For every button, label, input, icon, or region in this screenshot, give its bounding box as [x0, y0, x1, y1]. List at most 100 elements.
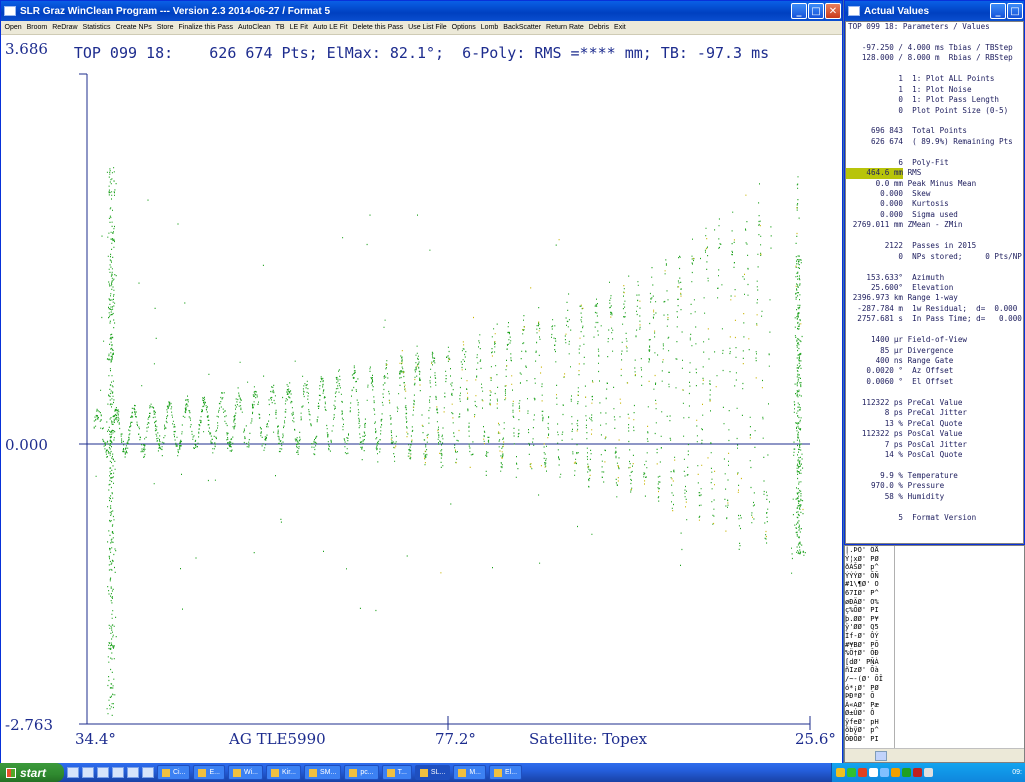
menu-item[interactable]: Finalize this Pass [178, 24, 233, 31]
raw-data-line: ÿ'ØØ' Q5 [845, 623, 879, 632]
menu-bar: Open Broom ReDraw Statistics Create NPs Store… [1, 21, 842, 35]
menu-item[interactable]: Create NPs [115, 24, 152, 31]
menu-item[interactable]: AutoClean [237, 24, 271, 31]
taskbar-button[interactable]: SM... [303, 765, 342, 780]
maximize-icon[interactable]: □ [808, 3, 824, 19]
tray-icon[interactable] [869, 768, 878, 777]
tray-icon[interactable] [891, 768, 900, 777]
plot-window-title: SLR Graz WinClean Program --- Version 2.… [20, 5, 331, 17]
taskbar-button[interactable]: SL... [414, 765, 451, 780]
menu-item[interactable]: Debris [588, 24, 610, 31]
values-row-label: Temperature [903, 470, 958, 480]
raw-data-line: ÞÐªØ' Õ [845, 692, 875, 701]
values-row-value: 85 µr [880, 345, 903, 355]
values-row-label: Field-of-View [903, 335, 968, 345]
minimize-icon[interactable]: _ [990, 3, 1006, 19]
taskbar-button[interactable]: Kir... [265, 765, 301, 780]
quicklaunch-icon[interactable] [142, 767, 154, 778]
task-app-icon [349, 768, 358, 777]
menu-item[interactable]: Store [156, 24, 174, 31]
tray-icon[interactable] [847, 768, 856, 777]
menu-item[interactable]: Exit [614, 24, 626, 31]
values-spacer [846, 32, 1023, 42]
values-row-label: Passes in 2015 [903, 241, 977, 251]
values-row: 14 % PosCal Quote [846, 450, 1023, 460]
task-app-icon [270, 768, 279, 777]
tray-icon[interactable] [913, 768, 922, 777]
horizontal-scrollbar[interactable] [845, 748, 1024, 762]
menu-item[interactable]: BackScatter [503, 24, 542, 31]
residual-plot[interactable]: TOP 099 18: 626 674 Pts; ElMax: 82.1°; 6… [1, 36, 842, 763]
raw-data-line: ÕÐÕØ' PI [845, 735, 879, 744]
quicklaunch-icon[interactable] [67, 767, 79, 778]
values-row-label: Range Gate [903, 356, 954, 365]
x-left-label: 34.4° [75, 730, 116, 748]
menu-item[interactable]: Auto LE Fit [312, 24, 348, 31]
values-row-value: 58 % [884, 491, 903, 501]
tray-icon[interactable] [924, 768, 933, 777]
menu-item[interactable]: TB [275, 24, 285, 31]
menu-item[interactable]: Return Rate [546, 24, 584, 31]
task-app-icon [458, 768, 467, 777]
tray-icon[interactable] [880, 768, 889, 777]
scrollbar-thumb[interactable] [875, 751, 887, 761]
menu-item[interactable]: Delete this Pass [352, 24, 404, 31]
plot-window-titlebar[interactable]: SLR Graz WinClean Program --- Version 2.… [1, 1, 842, 21]
menu-item[interactable]: Broom [26, 24, 48, 31]
values-row-label: PosCal Jitter [903, 439, 968, 449]
menu-item[interactable]: ReDraw [52, 24, 78, 31]
quicklaunch-icon[interactable] [127, 767, 139, 778]
system-tray: 09: [831, 763, 1025, 782]
tray-icon[interactable] [858, 768, 867, 777]
start-button[interactable]: start [0, 763, 64, 782]
tray-icon[interactable] [902, 768, 911, 777]
task-app-icon [386, 768, 395, 777]
taskbar-button[interactable]: pc... [344, 765, 379, 780]
menu-item[interactable]: Statistics [82, 24, 111, 31]
quicklaunch-icon[interactable] [82, 767, 94, 778]
values-row-label: 4.000 ms Tbias / TBStep [903, 42, 1013, 52]
taskbar-button-label: El... [504, 769, 518, 776]
raw-data-line: ó*¡Ø' PØ [845, 683, 879, 692]
tray-icon[interactable] [836, 768, 845, 777]
values-window-titlebar[interactable]: Actual Values _ □ [845, 1, 1024, 21]
taskbar-button[interactable]: M... [453, 765, 486, 780]
values-panel: TOP 099 18: Parameters / Values -97.250 … [845, 21, 1024, 544]
raw-data-line: [dØ' PÑÀ [845, 657, 879, 666]
raw-data-line: %Ö†Ø' ÕÐ [845, 649, 879, 658]
quicklaunch-icon[interactable] [97, 767, 109, 778]
menu-item[interactable]: LE Fit [289, 24, 308, 31]
taskbar-button-label: Kir... [281, 769, 296, 776]
taskbar-button[interactable]: T... [381, 765, 412, 780]
menu-item[interactable]: Options [451, 24, 476, 31]
menu-item[interactable]: Lomb [480, 24, 499, 31]
menu-item[interactable]: Use List File [408, 24, 447, 31]
plot-canvas[interactable] [1, 36, 842, 763]
values-row-value: 0.0060 ° [866, 376, 903, 386]
menu-item[interactable]: Open [4, 24, 22, 31]
maximize-icon[interactable]: □ [1007, 3, 1023, 19]
raw-data-line: Ý¦xØ' PØ [845, 554, 879, 563]
values-row: 0.000 Skew [846, 189, 1023, 199]
close-icon[interactable]: ✕ [825, 3, 841, 19]
taskbar-button[interactable]: Wi... [227, 765, 263, 780]
values-row: 696 843 Total Points [846, 126, 1023, 136]
taskbar-button[interactable]: E... [193, 765, 225, 780]
values-row: 112322 ps PosCal Value [846, 429, 1023, 439]
values-row-label: In Pass Time; d= 0.000 [903, 314, 1022, 324]
minimize-icon[interactable]: _ [791, 3, 807, 19]
taskbar-button-label: E... [209, 769, 220, 776]
values-spacer [846, 325, 1023, 335]
values-row-label: 1w Residual; d= 0.000 [903, 303, 1018, 313]
values-row: 25.600° Elevation [846, 283, 1023, 293]
values-row-value: 6 [898, 157, 903, 167]
quicklaunch-icon[interactable] [112, 767, 124, 778]
taskbar-button[interactable]: Ci... [157, 765, 191, 780]
values-row-value: 0.0020 ° [866, 366, 903, 376]
values-row-value: 696 843 [870, 126, 903, 136]
values-row-label: Range 1-way [903, 293, 958, 303]
values-row-value: 0 [898, 95, 903, 105]
taskbar-button[interactable]: El... [488, 765, 523, 780]
values-row-label: 1: Plot ALL Points [903, 74, 995, 84]
raw-data-line: |.ÞÖ' ÔÅ [845, 546, 879, 554]
